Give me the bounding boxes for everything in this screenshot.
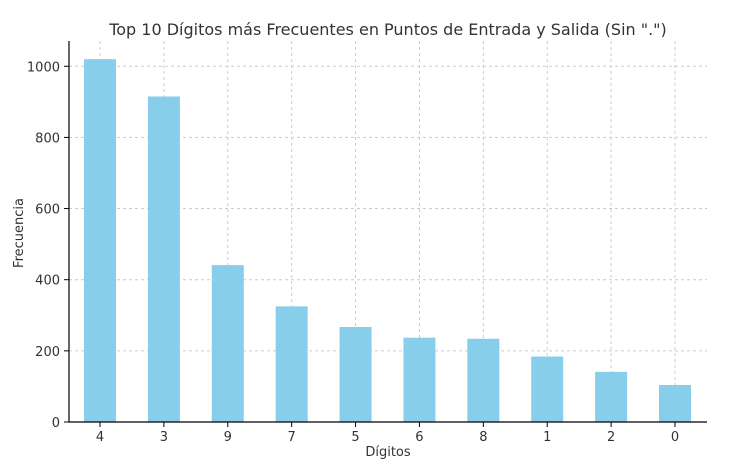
x-axis-label: Dígitos — [365, 445, 411, 460]
x-tick-label: 4 — [96, 430, 104, 445]
bars — [84, 59, 691, 423]
y-axis-label: Frecuencia — [12, 198, 27, 268]
x-tick-label: 9 — [224, 430, 232, 445]
bar-0 — [659, 385, 691, 422]
x-tick-label: 1 — [543, 430, 551, 445]
bar-6 — [403, 337, 436, 422]
x-tick-label: 6 — [415, 430, 423, 445]
bar-9 — [211, 265, 244, 422]
bar-2 — [595, 371, 628, 422]
chart-title: Top 10 Dígitos más Frecuentes en Puntos … — [108, 20, 667, 39]
bar-8 — [467, 338, 500, 422]
bar-1 — [531, 356, 564, 422]
y-tick-label: 600 — [35, 203, 60, 218]
y-tick-label: 200 — [35, 345, 60, 360]
x-tick-label: 2 — [607, 430, 615, 445]
y-tick-label: 1000 — [27, 60, 60, 75]
x-tick-label: 8 — [479, 430, 487, 445]
axes — [64, 41, 707, 427]
y-tick-label: 0 — [52, 416, 60, 431]
bar-3 — [147, 96, 180, 423]
y-tick-label: 800 — [35, 131, 60, 146]
x-tick-label: 3 — [160, 430, 168, 445]
x-tick-label: 0 — [671, 430, 679, 445]
x-tick-label: 7 — [288, 430, 296, 445]
bar-7 — [275, 306, 308, 422]
bar-5 — [339, 327, 372, 422]
x-tick-label: 5 — [351, 430, 359, 445]
tick-labels: 0 200 400 600 800 1000 4 3 9 7 5 6 8 1 2 0 — [27, 60, 679, 445]
bar-4 — [84, 59, 116, 423]
y-tick-label: 400 — [35, 274, 60, 289]
